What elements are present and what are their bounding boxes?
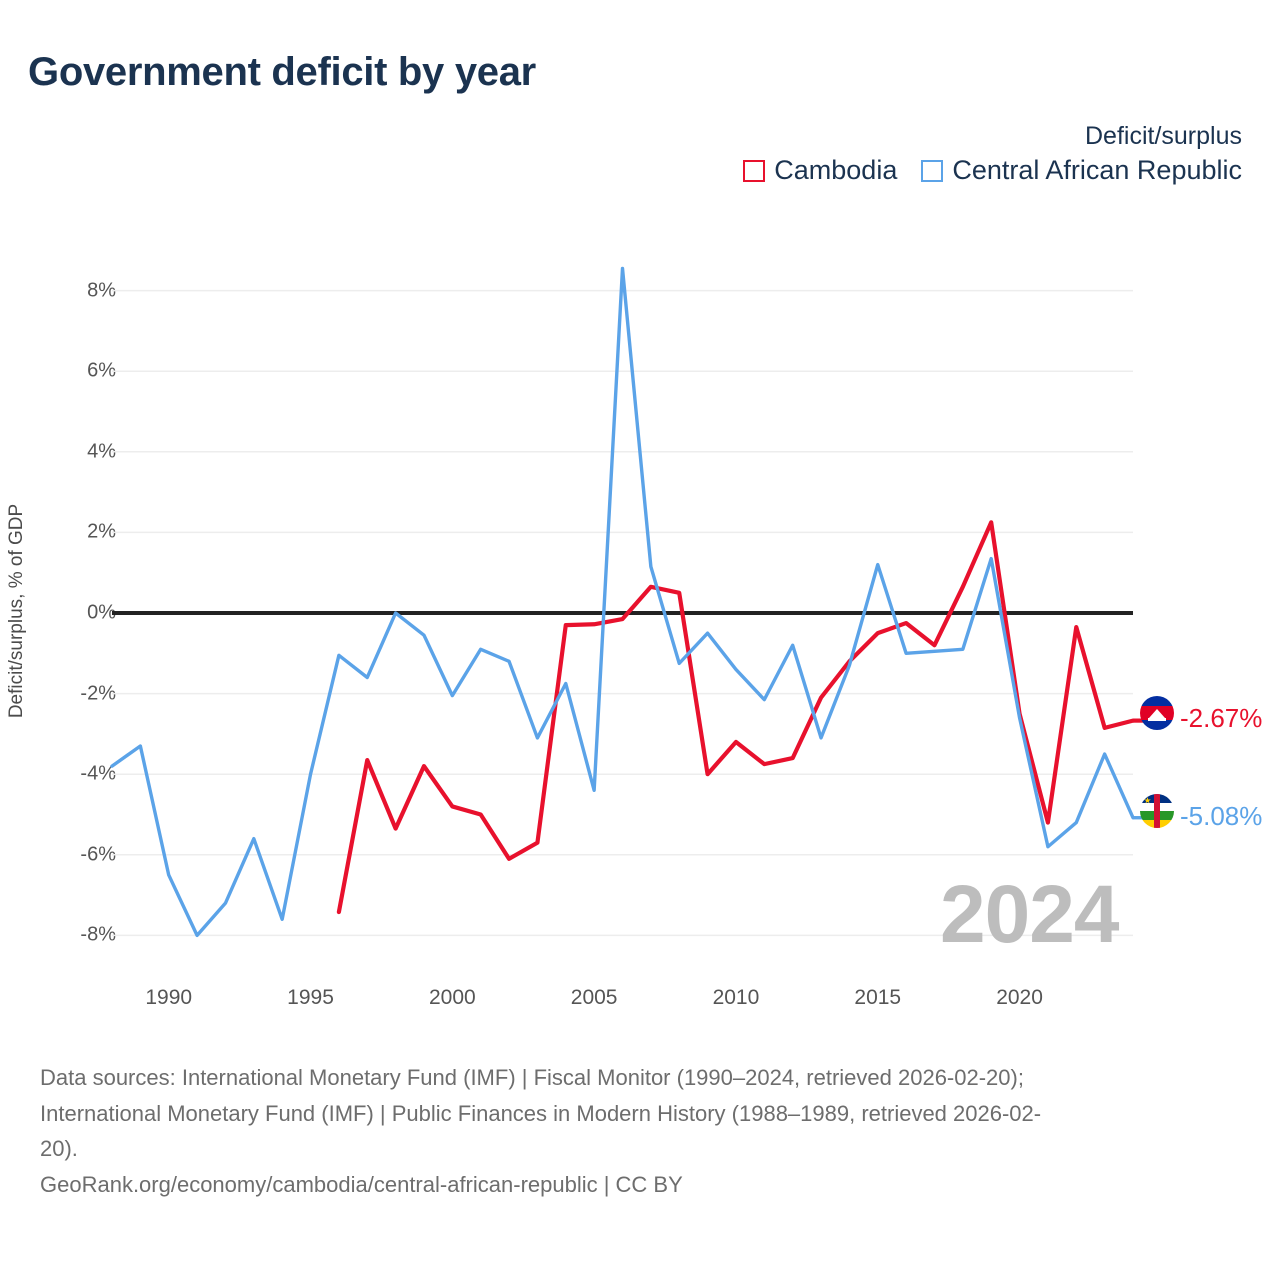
central-african-republic-end-label: -5.08% (1180, 801, 1263, 831)
footer-line-1: Data sources: International Monetary Fun… (40, 1065, 1024, 1090)
x-tick-label: 1990 (145, 986, 193, 1009)
cambodia-flag-temple-base (1148, 718, 1166, 722)
legend-item-central-african-republic[interactable]: Central African Republic (921, 157, 1242, 184)
legend-swatch-cambodia (743, 159, 766, 182)
y-tick-label: -8% (80, 923, 116, 946)
cambodia-flag-temple (1149, 709, 1165, 719)
legend-item-cambodia[interactable]: Cambodia (743, 157, 897, 184)
legend-swatch-central-african-republic (921, 159, 944, 182)
x-tick-label: 2000 (428, 986, 476, 1009)
y-tick-label: 2% (87, 520, 116, 543)
y-tick-label: -6% (80, 843, 116, 866)
y-tick-label: 8% (87, 279, 116, 302)
cambodia-flag-bottom-band (1140, 720, 1174, 730)
cambodia-flag-icon (1140, 696, 1174, 730)
x-tick-label: 2015 (854, 986, 902, 1009)
x-tick-label: 1995 (287, 986, 334, 1009)
x-tick-label: 2010 (712, 986, 760, 1009)
cambodia-flag-top-band (1140, 696, 1174, 706)
legend-label-cambodia: Cambodia (774, 155, 898, 185)
y-tick-label: -4% (80, 762, 116, 785)
y-tick-label: 6% (87, 359, 116, 382)
legend-label-central-african-republic: Central African Republic (952, 155, 1242, 185)
cambodia-end-label: -2.67% (1180, 703, 1263, 733)
footer-sources: Data sources: International Monetary Fun… (40, 1060, 1245, 1203)
series-line-central-african-republic (110, 266, 1135, 938)
footer-line-2: International Monetary Fund (IMF) | Publ… (40, 1100, 1042, 1126)
legend-title: Deficit/surplus (1085, 122, 1242, 150)
car-flag-star (1144, 797, 1151, 804)
legend: Deficit/surplus Cambodia Central African… (743, 122, 1242, 184)
x-tick-label: 2005 (570, 986, 618, 1009)
y-tick-label: 0% (87, 601, 116, 624)
y-tick-label: 4% (87, 440, 116, 463)
year-watermark: 2024 (940, 869, 1119, 960)
footer-line-3: 20). (40, 1136, 78, 1162)
car-flag-red-stripe (1153, 794, 1161, 828)
x-tick-label: 2020 (996, 986, 1043, 1009)
page-title: Government deficit by year (28, 50, 536, 94)
footer-line-4: GeoRank.org/economy/cambodia/central-afr… (40, 1171, 683, 1197)
series-line-cambodia (336, 520, 1136, 915)
central-african-republic-flag-icon (1140, 794, 1174, 828)
legend-items: Cambodia Central African Republic (743, 157, 1242, 184)
y-tick-label: -2% (80, 682, 116, 705)
